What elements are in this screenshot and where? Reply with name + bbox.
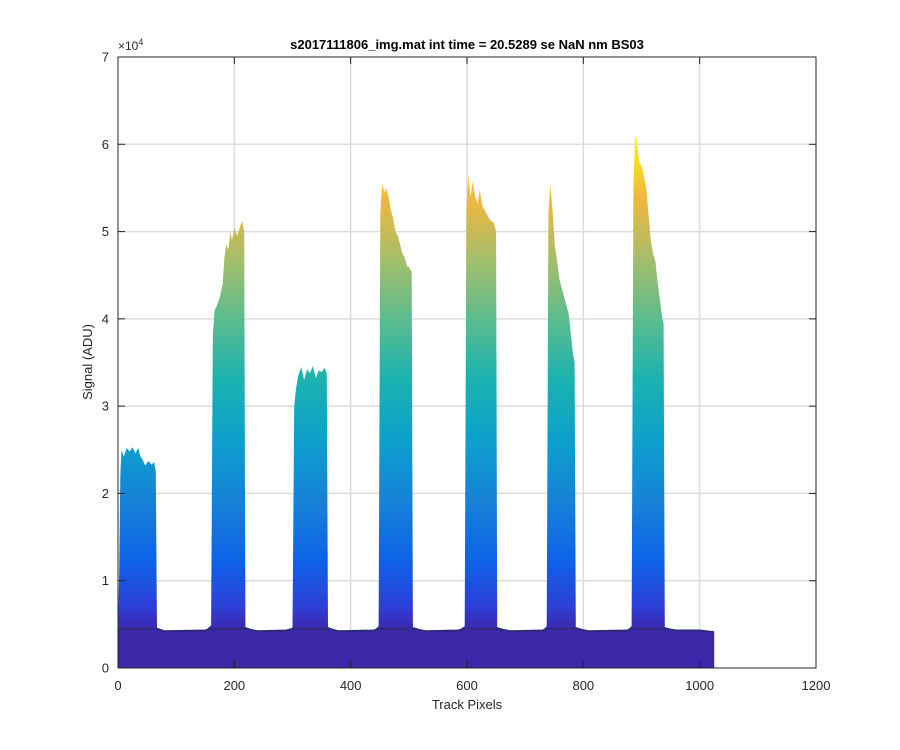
y-tick-label: 1 (102, 573, 109, 588)
y-tick-label: 6 (102, 137, 109, 152)
y-tick-label: 5 (102, 224, 109, 239)
x-tick-labels: 0 200 400 600 800 1000 1200 (114, 678, 830, 693)
y-tick-label: 0 (102, 661, 109, 676)
x-tick-label: 1200 (802, 678, 831, 693)
x-tick-label: 200 (223, 678, 245, 693)
signal-fill (118, 135, 715, 669)
chart-title: s2017111806_img.mat int time = 20.5289 s… (290, 37, 644, 52)
y-exponent-label: ×104 (118, 37, 143, 53)
baseline-trace (117, 627, 715, 634)
y-tick-label: 2 (102, 486, 109, 501)
y-tick-labels: 0 1 2 3 4 5 6 7 (102, 50, 109, 676)
signal-area (117, 135, 715, 669)
x-tick-label: 0 (114, 678, 121, 693)
y-tick-label: 3 (102, 399, 109, 414)
x-tick-label: 600 (456, 678, 478, 693)
y-tick-label: 7 (102, 50, 109, 65)
x-tick-label: 400 (340, 678, 362, 693)
y-tick-label: 4 (102, 311, 109, 326)
axes (117, 56, 817, 669)
x-tick-label: 1000 (685, 678, 714, 693)
x-tick-label: 800 (572, 678, 594, 693)
x-axis-label: Track Pixels (432, 697, 503, 712)
y-axis-label: Signal (ADU) (80, 324, 95, 400)
